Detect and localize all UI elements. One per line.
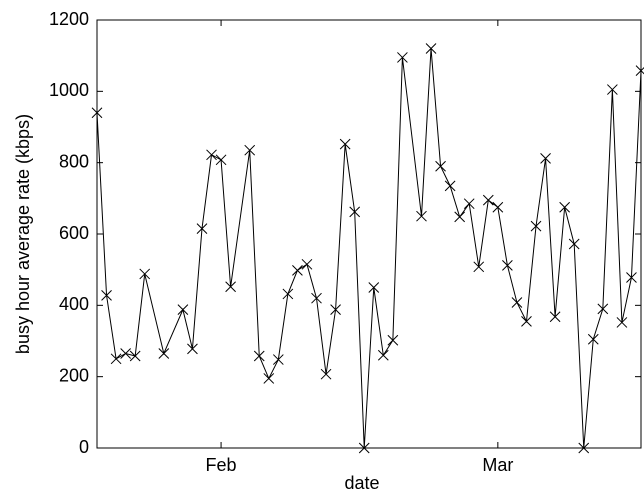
data-marker bbox=[272, 354, 284, 365]
data-marker bbox=[444, 180, 456, 192]
data-marker bbox=[225, 281, 236, 293]
data-marker bbox=[101, 289, 112, 301]
data-marker bbox=[339, 138, 351, 150]
data-marker bbox=[463, 198, 475, 210]
data-marker bbox=[330, 304, 341, 315]
x-tick-label: Feb bbox=[206, 455, 237, 475]
data-marker bbox=[587, 333, 599, 345]
data-marker bbox=[435, 160, 446, 172]
y-tick-label: 1000 bbox=[49, 80, 89, 100]
data-marker bbox=[158, 348, 170, 359]
y-tick-label: 400 bbox=[59, 294, 89, 314]
data-marker bbox=[568, 238, 580, 250]
data-marker bbox=[196, 223, 208, 235]
data-marker bbox=[387, 334, 399, 346]
data-marker bbox=[349, 206, 361, 218]
x-axis-label: date bbox=[344, 473, 379, 493]
data-marker bbox=[597, 303, 609, 315]
x-tick-label: Mar bbox=[482, 455, 513, 475]
data-marker bbox=[177, 304, 189, 315]
data-marker bbox=[559, 201, 571, 213]
data-marker bbox=[253, 350, 265, 362]
data-marker bbox=[215, 154, 227, 166]
data-marker bbox=[358, 442, 370, 454]
data-line bbox=[96, 48, 642, 449]
data-marker bbox=[292, 265, 303, 276]
data-marker bbox=[607, 84, 618, 95]
data-marker bbox=[206, 149, 217, 161]
y-tick-label: 200 bbox=[59, 365, 89, 385]
data-marker bbox=[320, 368, 332, 380]
data-marker bbox=[282, 288, 294, 300]
y-tick-label: 600 bbox=[59, 223, 89, 243]
y-axis-label: busy hour average rate (kbps) bbox=[13, 114, 33, 354]
data-marker bbox=[530, 220, 542, 232]
data-marker bbox=[473, 261, 485, 273]
data-marker bbox=[416, 210, 427, 222]
data-marker bbox=[502, 260, 513, 271]
data-marker bbox=[511, 297, 523, 308]
data-marker bbox=[540, 153, 551, 164]
y-tick-label: 0 bbox=[79, 437, 89, 457]
data-marker bbox=[482, 194, 494, 206]
data-marker bbox=[549, 311, 561, 323]
data-marker bbox=[425, 43, 437, 54]
data-marker bbox=[301, 258, 313, 270]
data-marker bbox=[244, 144, 256, 156]
y-tick-label: 1200 bbox=[49, 9, 89, 29]
data-marker bbox=[377, 349, 389, 361]
data-marker bbox=[139, 268, 151, 280]
data-marker bbox=[91, 107, 103, 119]
data-marker bbox=[187, 343, 198, 355]
data-marker bbox=[616, 317, 628, 328]
data-marker bbox=[368, 282, 380, 293]
data-marker bbox=[120, 348, 131, 359]
y-tick-label: 800 bbox=[59, 151, 89, 171]
data-marker bbox=[492, 201, 504, 213]
data-marker bbox=[311, 292, 322, 304]
data-marker bbox=[397, 52, 408, 63]
data-marker bbox=[578, 442, 590, 454]
data-marker bbox=[110, 353, 122, 365]
data-marker bbox=[129, 350, 141, 362]
data-marker bbox=[626, 272, 637, 283]
plot-frame bbox=[96, 19, 642, 449]
data-marker bbox=[635, 65, 644, 77]
data-marker bbox=[521, 316, 532, 327]
data-marker bbox=[263, 373, 275, 384]
data-marker bbox=[454, 211, 466, 223]
